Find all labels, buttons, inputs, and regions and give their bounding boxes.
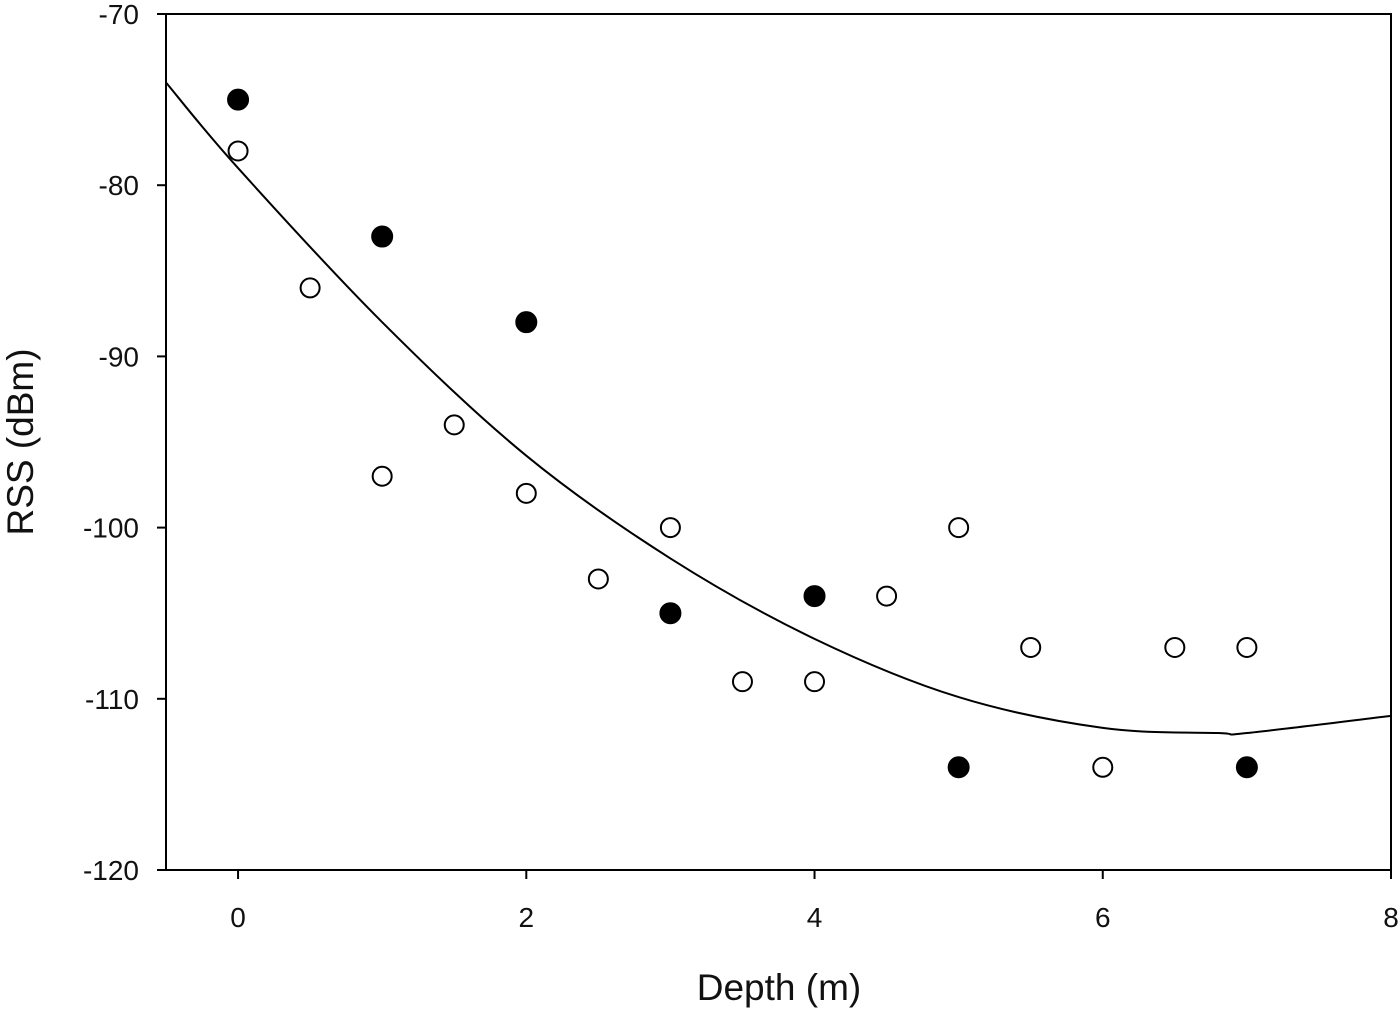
filled-data-point xyxy=(227,88,250,111)
y-tick-label: -90 xyxy=(99,341,139,372)
fit-curve xyxy=(165,81,1392,736)
open-data-point xyxy=(731,671,753,693)
filled-data-point xyxy=(803,585,826,608)
filled-data-point xyxy=(947,756,970,779)
open-data-point xyxy=(804,671,826,693)
open-data-point xyxy=(659,517,681,539)
open-data-point xyxy=(371,465,393,487)
open-data-point xyxy=(1164,636,1186,658)
x-tick-label: 4 xyxy=(807,902,823,933)
y-axis-title: RSS (dBm) xyxy=(0,348,41,535)
x-axis-title: Depth (m) xyxy=(697,967,861,1008)
x-tick-label: 2 xyxy=(519,902,535,933)
x-axis: 0 2 4 6 8 xyxy=(230,870,1399,933)
y-tick-label: -80 xyxy=(99,170,139,201)
open-data-point xyxy=(227,140,249,162)
open-data-point xyxy=(1092,756,1114,778)
open-data-point xyxy=(1020,636,1042,658)
y-tick-label: -120 xyxy=(83,855,139,886)
x-tick-label: 6 xyxy=(1095,902,1111,933)
filled-data-point xyxy=(659,602,682,625)
y-tick-label: -100 xyxy=(83,513,139,544)
open-data-point xyxy=(443,414,465,436)
open-data-point xyxy=(587,568,609,590)
x-tick-label: 8 xyxy=(1383,902,1399,933)
y-axis: -70 -80 -90 -100 -110 -120 xyxy=(83,0,166,886)
filled-data-point xyxy=(515,311,538,334)
x-tick-label: 0 xyxy=(230,902,246,933)
y-tick-label: -70 xyxy=(99,0,139,30)
y-tick-label: -110 xyxy=(85,684,139,715)
open-data-point xyxy=(876,585,898,607)
open-data-point xyxy=(515,482,537,504)
filled-data-point xyxy=(371,225,394,248)
filled-data-point xyxy=(1235,756,1258,779)
open-data-point xyxy=(1236,636,1258,658)
open-data-point xyxy=(948,517,970,539)
data-points xyxy=(227,88,1258,779)
plot-area-frame xyxy=(165,13,1392,871)
open-data-point xyxy=(299,277,321,299)
